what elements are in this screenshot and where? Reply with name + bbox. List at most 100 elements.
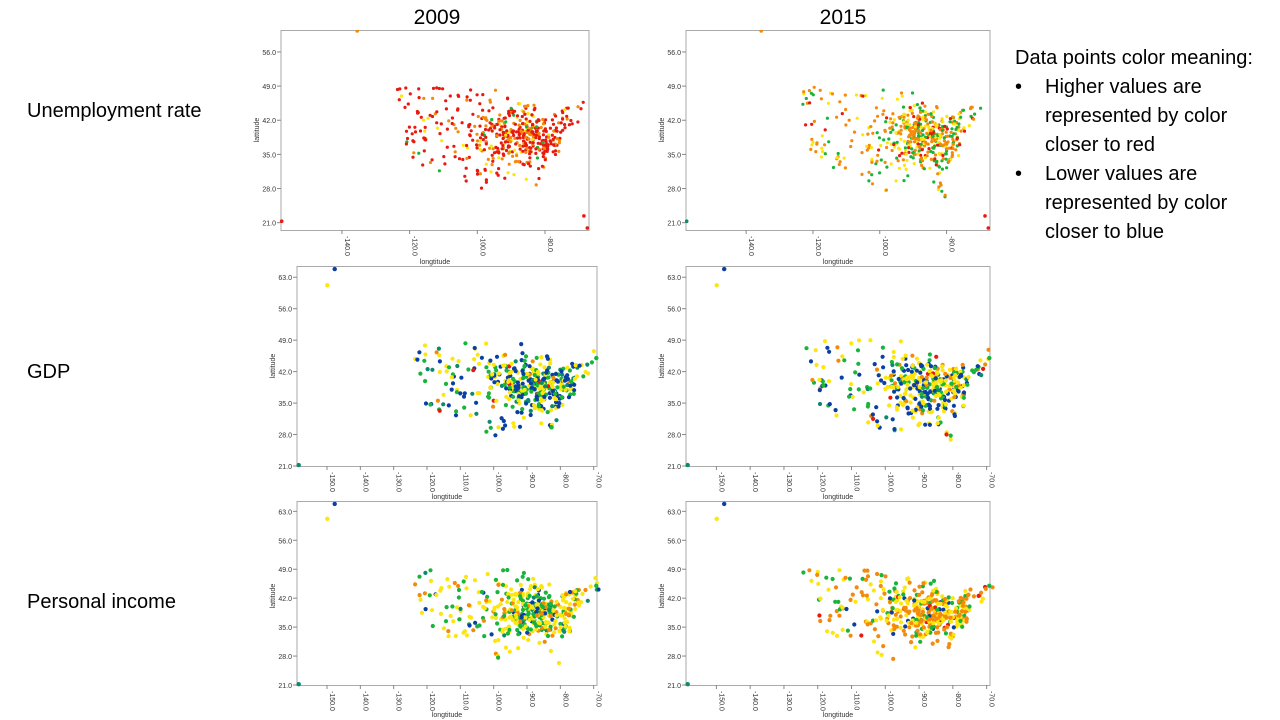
data-point [936,403,941,408]
data-point [943,631,948,636]
data-point [593,576,598,581]
data-point [868,386,873,391]
data-point [544,139,548,144]
data-point [481,93,485,97]
data-point [914,121,918,125]
data-point [898,154,902,158]
data-point [544,370,549,375]
data-point [528,146,532,150]
data-point [929,398,934,403]
data-point [853,599,858,604]
data-point [517,424,523,429]
data-point [957,122,961,126]
data-point [430,158,434,162]
data-point [332,266,337,272]
data-point [891,656,896,661]
data-point [943,378,948,383]
data-point [567,602,573,607]
data-point [528,156,532,160]
data-point [428,402,433,407]
data-point [495,621,500,626]
data-point [559,369,564,374]
data-point [966,375,971,380]
data-point [979,106,983,110]
data-point [404,86,408,90]
data-point [948,117,952,121]
data-point [456,359,461,364]
data-point [486,391,491,396]
data-point [903,353,908,358]
data-point [439,586,444,591]
data-point [943,603,948,608]
data-point [880,354,885,359]
data-point [830,630,835,635]
data-point [506,379,511,384]
data-point [913,148,917,152]
data-point [548,361,553,366]
data-point [496,638,501,643]
data-point [475,352,480,357]
data-point [920,408,925,413]
data-point [941,120,945,124]
data-point [543,143,547,147]
data-point [814,150,818,154]
data-point [526,162,531,166]
data-point [537,131,541,135]
data-point [850,394,855,399]
data-point [881,112,885,116]
data-point [838,100,842,104]
data-point [976,593,981,598]
data-point [594,583,599,588]
data-point [848,633,853,638]
data-point [543,127,547,131]
data-point [421,163,425,167]
data-point [509,135,513,139]
data-point [964,596,969,601]
y-axis-label: lattitude [254,118,261,143]
data-point [545,633,551,639]
data-point [481,108,485,112]
data-point [467,125,471,129]
data-point [560,402,565,407]
data-point [518,582,523,587]
data-point [475,146,479,150]
data-point [423,129,427,133]
data-point [856,361,861,366]
data-point [535,606,540,611]
data-point [534,627,539,632]
data-point [972,117,976,121]
data-point [828,613,833,618]
data-point [531,135,535,139]
data-point [481,604,486,609]
data-point [480,133,484,137]
data-point [505,599,510,605]
data-point [820,146,824,150]
data-point [459,375,464,380]
data-point [878,579,883,584]
data-point [481,138,485,142]
scatter-plot-income-2009: 21.0 28.0 35.0 42.0 49.0 56.0 63.0 -150.0 -140.0… [270,501,602,719]
data-point [437,359,442,364]
data-point [918,110,923,114]
data-point [961,600,966,605]
data-point [930,599,935,604]
data-point [907,625,912,630]
data-point [522,363,527,369]
data-point [493,638,498,643]
data-point [903,146,907,150]
data-point [503,423,508,428]
data-point [961,383,966,388]
data-point [461,157,465,162]
data-point [506,96,510,100]
data-point [519,410,524,415]
data-point [924,110,928,114]
data-point [919,618,924,623]
data-point [532,403,537,408]
data-point [437,369,442,375]
data-point [523,112,527,116]
data-point [960,603,966,608]
data-point [844,123,848,127]
data-point [952,413,957,419]
data-point [946,595,951,600]
data-point [835,345,840,350]
